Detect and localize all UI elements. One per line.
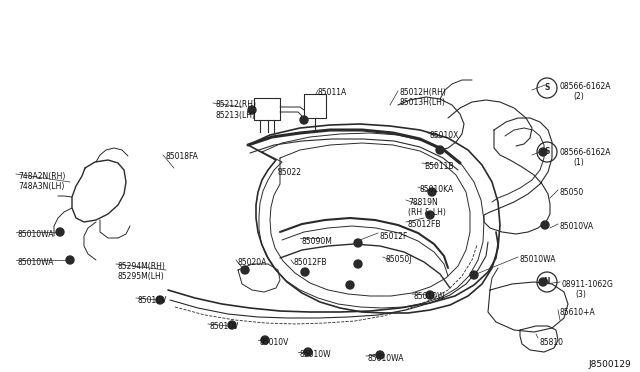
Text: 08911-1062G: 08911-1062G: [562, 280, 614, 289]
Text: 85050J: 85050J: [385, 255, 412, 264]
Text: 85011A: 85011A: [318, 88, 348, 97]
Circle shape: [300, 116, 308, 124]
Text: 85010V: 85010V: [260, 338, 289, 347]
Text: 748A2N(RH): 748A2N(RH): [18, 172, 65, 181]
Text: 85010WA: 85010WA: [18, 258, 54, 267]
Circle shape: [539, 148, 547, 156]
Text: 85295M(LH): 85295M(LH): [118, 272, 164, 281]
Circle shape: [248, 106, 256, 114]
Text: 85010KA: 85010KA: [420, 185, 454, 194]
Text: (3): (3): [575, 290, 586, 299]
Circle shape: [241, 266, 249, 274]
Circle shape: [301, 268, 309, 276]
Circle shape: [426, 291, 434, 299]
Text: 85294M(RH): 85294M(RH): [118, 262, 166, 271]
Circle shape: [376, 351, 384, 359]
Circle shape: [346, 281, 354, 289]
Text: 85012F: 85012F: [380, 232, 408, 241]
Text: J8500129: J8500129: [588, 360, 631, 369]
Text: B5011B: B5011B: [424, 162, 454, 171]
Text: 85010V: 85010V: [138, 296, 168, 305]
Text: 85018FA: 85018FA: [165, 152, 198, 161]
Circle shape: [56, 228, 64, 236]
Text: 85090M: 85090M: [302, 237, 333, 246]
Circle shape: [354, 260, 362, 268]
Circle shape: [428, 188, 436, 196]
Text: S: S: [544, 148, 550, 157]
Text: 85010W: 85010W: [414, 292, 445, 301]
Text: 85012FB: 85012FB: [293, 258, 326, 267]
Text: 08566-6162A: 08566-6162A: [560, 82, 611, 91]
Text: 85010V: 85010V: [210, 322, 239, 331]
Text: N: N: [544, 278, 550, 286]
Text: 85012FB: 85012FB: [408, 220, 442, 229]
Circle shape: [470, 271, 478, 279]
Text: 85013H(LH): 85013H(LH): [400, 98, 446, 107]
Text: 85213(LH): 85213(LH): [215, 111, 255, 120]
Text: (RH & LH): (RH & LH): [408, 208, 446, 217]
Text: 85010WA: 85010WA: [520, 255, 557, 264]
Text: 85010WA: 85010WA: [18, 230, 54, 239]
Circle shape: [541, 221, 549, 229]
Circle shape: [354, 239, 362, 247]
Circle shape: [436, 146, 444, 154]
Circle shape: [426, 211, 434, 219]
Text: 85020A: 85020A: [238, 258, 268, 267]
Text: 78819N: 78819N: [408, 198, 438, 207]
Text: 85810: 85810: [540, 338, 564, 347]
Text: 85010X: 85010X: [430, 131, 460, 140]
Circle shape: [539, 278, 547, 286]
Text: 85010WA: 85010WA: [368, 354, 404, 363]
Circle shape: [304, 348, 312, 356]
Circle shape: [228, 321, 236, 329]
Circle shape: [156, 296, 164, 304]
Text: 08566-6162A: 08566-6162A: [560, 148, 611, 157]
Circle shape: [261, 336, 269, 344]
Text: 85212(RH): 85212(RH): [215, 100, 256, 109]
Text: 85610+A: 85610+A: [560, 308, 596, 317]
Text: (2): (2): [573, 92, 584, 101]
Text: 85012H(RH): 85012H(RH): [400, 88, 447, 97]
Text: 85010W: 85010W: [300, 350, 332, 359]
Circle shape: [66, 256, 74, 264]
Text: 85050: 85050: [560, 188, 584, 197]
Text: 748A3N(LH): 748A3N(LH): [18, 182, 65, 191]
Text: (1): (1): [573, 158, 584, 167]
Text: 85022: 85022: [278, 168, 302, 177]
Text: 85010VA: 85010VA: [560, 222, 594, 231]
Text: S: S: [544, 83, 550, 93]
